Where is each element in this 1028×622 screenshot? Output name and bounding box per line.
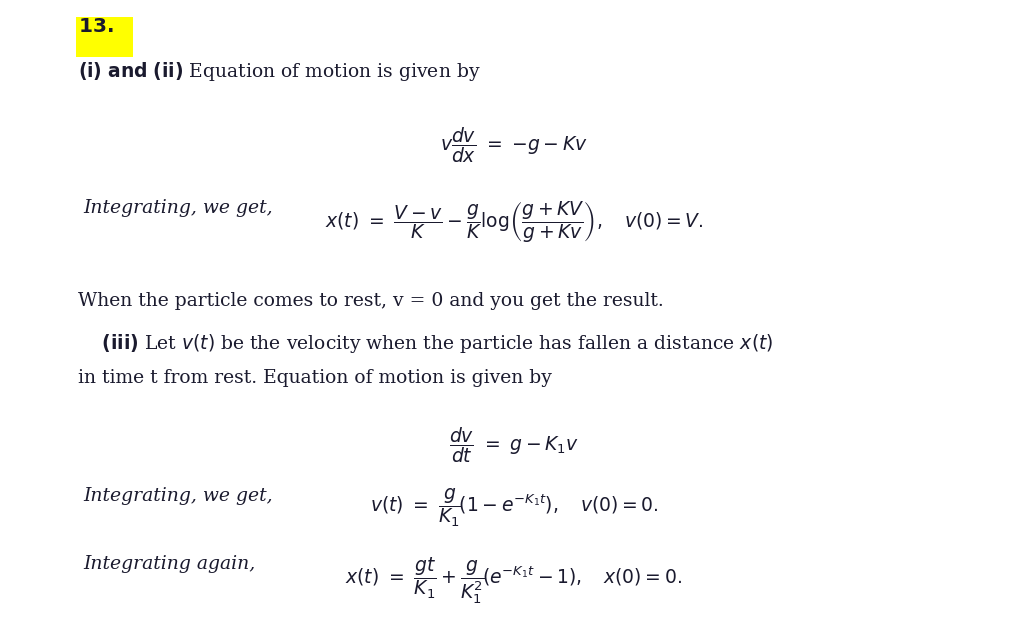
Text: $v(t) \ = \ \dfrac{g}{K_1}\!\left(1 - e^{-K_1 t}\right), \quad v(0)=0.$: $v(t) \ = \ \dfrac{g}{K_1}\!\left(1 - e^… <box>370 487 658 529</box>
Text: $x(t) \ = \ \dfrac{gt}{K_1} + \dfrac{g}{K_1^2}\!\left(e^{-K_1 t} - 1\right), \qu: $x(t) \ = \ \dfrac{gt}{K_1} + \dfrac{g}{… <box>345 555 683 606</box>
Text: $\dfrac{dv}{dt} \ = \ g - K_1 v$: $\dfrac{dv}{dt} \ = \ g - K_1 v$ <box>449 425 579 465</box>
Text: Integrating again,: Integrating again, <box>83 555 256 573</box>
Text: $x(t) \ = \ \dfrac{V-v}{K} - \dfrac{g}{K}\log\!\left(\dfrac{g+KV}{g+Kv}\right), : $x(t) \ = \ \dfrac{V-v}{K} - \dfrac{g}{K… <box>325 200 703 245</box>
Text: $v\dfrac{dv}{dx} \ = \ {-g} - Kv$: $v\dfrac{dv}{dx} \ = \ {-g} - Kv$ <box>440 125 588 165</box>
Text: When the particle comes to rest, v = 0 and you get the result.: When the particle comes to rest, v = 0 a… <box>78 292 664 310</box>
FancyBboxPatch shape <box>76 17 133 57</box>
Text: Integrating, we get,: Integrating, we get, <box>83 487 273 505</box>
Text: $\mathbf{13.}$: $\mathbf{13.}$ <box>78 17 114 36</box>
Text: $\mathbf{(iii)}$ Let $v(t)$ be the velocity when the particle has fallen a dista: $\mathbf{(iii)}$ Let $v(t)$ be the veloc… <box>78 332 774 355</box>
Text: $\mathbf{(i)}$ $\mathbf{and}$ $\mathbf{(ii)}$ Equation of motion is given by: $\mathbf{(i)}$ $\mathbf{and}$ $\mathbf{(… <box>78 60 481 83</box>
Text: Integrating, we get,: Integrating, we get, <box>83 200 273 217</box>
Text: in time t from rest. Equation of motion is given by: in time t from rest. Equation of motion … <box>78 369 552 388</box>
